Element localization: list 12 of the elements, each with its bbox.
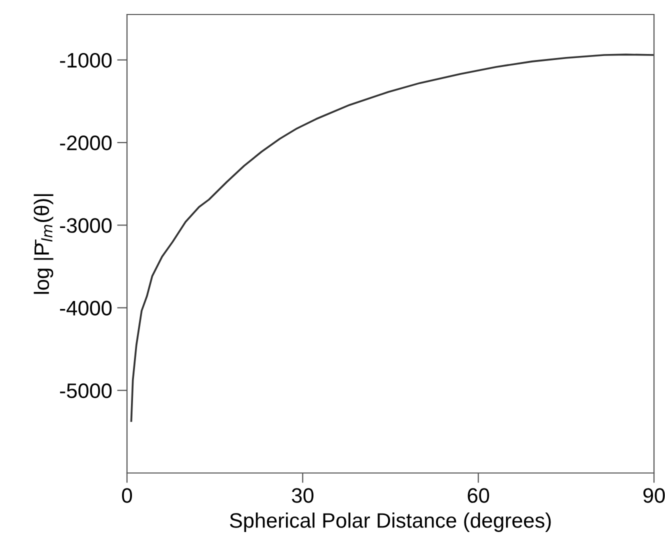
line-series <box>130 54 654 422</box>
x-tick-label: 30 <box>292 488 314 503</box>
y-tick-label: -3000 <box>60 218 112 233</box>
y-tick-label: -5000 <box>60 383 112 398</box>
x-tick-label: 90 <box>643 488 665 503</box>
y-tick-label: -2000 <box>60 136 112 150</box>
x-axis-title: Spherical Polar Distance (degrees) <box>230 512 551 532</box>
x-tick-label: 60 <box>468 488 490 503</box>
y-tick-label: -4000 <box>60 300 112 316</box>
y-tick-label: -1000 <box>60 52 112 68</box>
x-tick-label: 0 <box>122 488 132 503</box>
y-axis-title: log |P̄$_{lm}$(θ)| <box>34 194 54 294</box>
